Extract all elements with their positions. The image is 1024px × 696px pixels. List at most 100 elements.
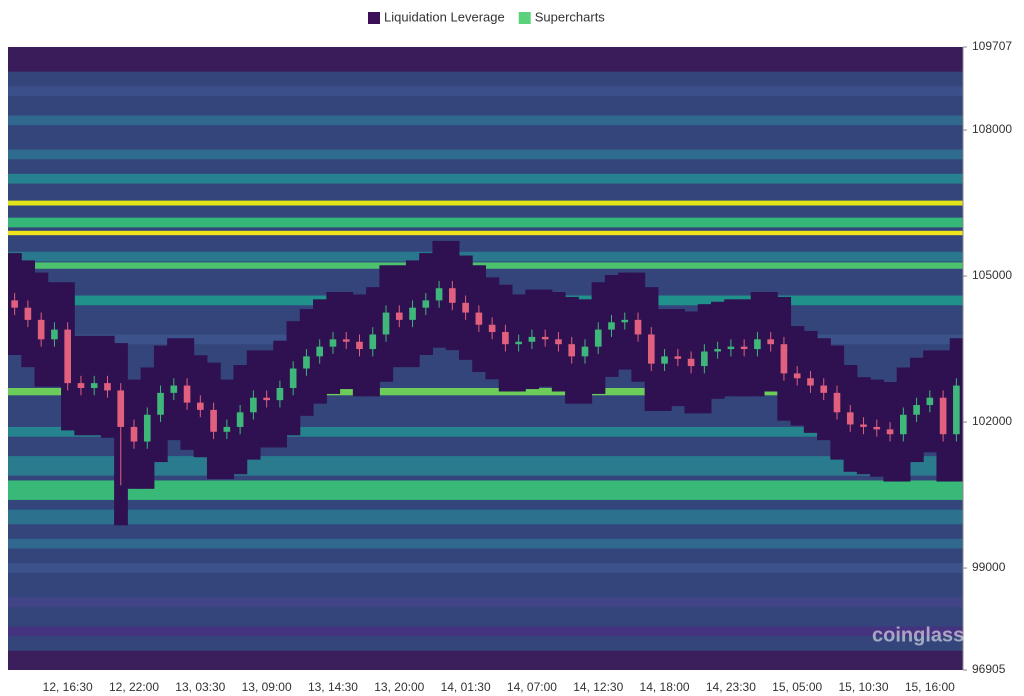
x-tick-label: 12, 22:00 xyxy=(109,680,159,694)
candle-body xyxy=(687,358,695,367)
candle-body xyxy=(913,405,920,415)
candle-body xyxy=(462,302,469,313)
y-tick-label: 108000 xyxy=(972,122,1012,136)
x-tick-label: 14, 01:30 xyxy=(441,680,491,694)
y-tick-label: 105000 xyxy=(972,268,1012,282)
watermark: coinglass xyxy=(872,624,964,646)
candle-body xyxy=(382,312,390,335)
candle-body xyxy=(621,319,629,323)
candle-body xyxy=(210,409,217,432)
candle-body xyxy=(24,307,32,320)
candle-body xyxy=(846,412,854,425)
x-tick-label: 14, 23:30 xyxy=(706,680,756,694)
heat-band xyxy=(8,86,963,97)
candle-body xyxy=(183,385,191,403)
heat-band xyxy=(8,509,963,525)
candle-body xyxy=(37,319,45,340)
x-tick-label: 14, 18:00 xyxy=(640,680,690,694)
y-tick-label: 102000 xyxy=(972,414,1012,428)
candle-body xyxy=(807,378,814,386)
candle-body xyxy=(793,373,801,379)
candle-body xyxy=(860,424,867,427)
candle-body xyxy=(873,426,881,430)
candle-body xyxy=(157,392,164,415)
candle-body xyxy=(886,429,894,435)
heat-band xyxy=(8,217,963,228)
heat-band xyxy=(8,115,963,126)
candle-body xyxy=(236,412,244,427)
candle-body xyxy=(449,288,456,303)
candle-body xyxy=(661,356,668,364)
x-tick-label: 15, 10:30 xyxy=(838,680,888,694)
candle-body xyxy=(369,334,377,350)
candle-body xyxy=(303,356,310,369)
y-tick-label: 109707 xyxy=(972,39,1012,53)
candle-body xyxy=(409,307,416,320)
x-tick-label: 14, 07:00 xyxy=(507,680,557,694)
heat-band xyxy=(8,650,963,670)
candle-body xyxy=(939,397,947,435)
candle-body xyxy=(90,383,98,388)
candle-body xyxy=(740,346,748,350)
y-tick-label: 96905 xyxy=(972,662,1006,676)
candle-body xyxy=(581,346,589,357)
candle-body xyxy=(594,329,602,347)
x-tick-label: 13, 03:30 xyxy=(175,680,225,694)
x-tick-label: 12, 16:30 xyxy=(43,680,93,694)
candle-body xyxy=(780,344,788,374)
heat-band xyxy=(8,480,963,500)
candle-body xyxy=(555,339,562,345)
x-tick-label: 15, 05:00 xyxy=(772,680,822,694)
candle-body xyxy=(488,324,496,333)
candle-body xyxy=(647,334,655,364)
candle-body xyxy=(475,312,483,325)
heat-band xyxy=(8,387,963,396)
candle-body xyxy=(926,397,934,406)
heat-band xyxy=(8,200,963,206)
x-tick-label: 13, 20:00 xyxy=(374,680,424,694)
heat-band xyxy=(8,597,963,607)
candle-body xyxy=(727,346,735,350)
candle-body xyxy=(117,390,125,427)
candle-body xyxy=(899,414,907,435)
candle-body xyxy=(754,339,761,350)
heat-band xyxy=(8,538,963,549)
heat-band xyxy=(8,563,963,573)
candle-body xyxy=(263,397,270,401)
candle-body xyxy=(51,329,58,340)
candle-body xyxy=(568,344,576,357)
candle-body xyxy=(250,397,257,413)
candle-body xyxy=(502,332,509,345)
candle-body xyxy=(223,426,231,432)
candle-body xyxy=(541,336,549,340)
candle-body xyxy=(953,385,960,435)
y-tick-label: 99000 xyxy=(972,560,1006,574)
candle-body xyxy=(528,336,536,342)
candle-body xyxy=(329,339,337,347)
x-tick-label: 13, 14:30 xyxy=(308,680,358,694)
candle-body xyxy=(395,312,403,320)
candle-body xyxy=(316,346,324,357)
x-tick-label: 14, 12:30 xyxy=(573,680,623,694)
candle-body xyxy=(435,288,443,301)
legend-swatch xyxy=(518,12,531,24)
candle-body xyxy=(833,392,841,413)
candle-body xyxy=(170,385,178,393)
candle-body xyxy=(197,402,204,410)
heat-band xyxy=(8,626,963,637)
candle-body xyxy=(130,426,138,442)
heat-band xyxy=(8,230,963,236)
legend-label: Liquidation Leverage xyxy=(384,9,505,24)
candle-body xyxy=(422,300,430,308)
heat-band xyxy=(8,173,963,184)
legend-label: Supercharts xyxy=(535,9,606,24)
candle-body xyxy=(767,339,774,345)
heat-band xyxy=(8,149,963,160)
candle-body xyxy=(820,385,828,393)
candle-body xyxy=(276,387,284,401)
legend-swatch xyxy=(368,12,380,24)
candle-body xyxy=(634,319,642,335)
candle-body xyxy=(608,322,615,330)
candle-body xyxy=(289,368,297,388)
